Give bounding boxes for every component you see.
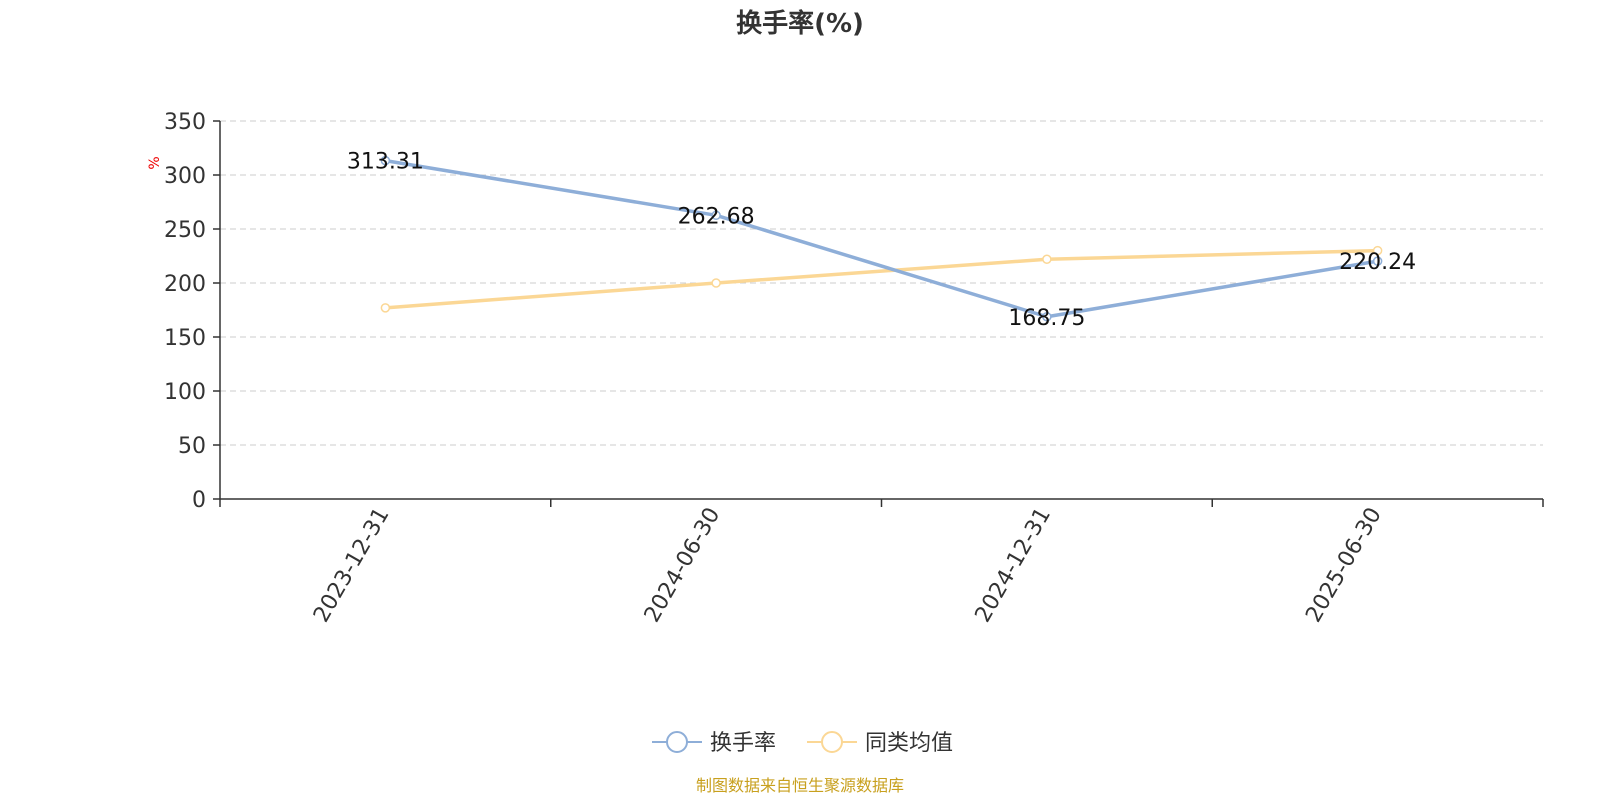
- x-tick-label: 2023-12-31: [309, 504, 395, 627]
- y-tick-label: 250: [164, 218, 206, 243]
- source-note: 制图数据来自恒生聚源数据库: [696, 776, 904, 795]
- data-point: [380, 155, 391, 166]
- y-axis-label: %: [147, 156, 163, 169]
- y-tick-label: 200: [164, 272, 206, 297]
- chart-title: 换手率(%): [736, 8, 864, 39]
- data-point: [380, 303, 391, 313]
- legend[interactable]: 换手率 同类均值: [652, 731, 953, 756]
- y-tick-label: 100: [164, 380, 206, 405]
- legend-marker: [666, 731, 688, 753]
- x-tick-label: 2024-06-30: [640, 504, 726, 627]
- data-label: 220.24: [1339, 250, 1416, 275]
- series-line-peer-average: [383, 248, 1380, 310]
- y-tick-label: 300: [164, 164, 206, 189]
- legend-marker: [821, 731, 843, 753]
- y-tick-label: 0: [192, 488, 206, 513]
- legend-item-turnover[interactable]: 换手率: [652, 731, 776, 756]
- data-point: [711, 210, 721, 221]
- data-point: [1372, 256, 1383, 266]
- data-label: 168.75: [1008, 306, 1085, 331]
- data-point: [1042, 254, 1052, 264]
- y-tick-label: 50: [178, 434, 206, 459]
- data-label: 262.68: [678, 204, 755, 229]
- series-line-turnover: [383, 158, 1380, 319]
- y-tick-label: 350: [164, 110, 206, 135]
- axes: 0 50 100 150 200 250 300 350 2023-12-31 2024-06-3…: [164, 110, 1544, 627]
- data-labels: 313.31 262.68 168.75 220.24: [347, 150, 1416, 331]
- series: [380, 155, 1383, 322]
- grid-lines: [220, 120, 1543, 446]
- data-point: [711, 278, 721, 288]
- y-tick-label: 150: [164, 326, 206, 351]
- x-tick-label: 2024-12-31: [970, 504, 1056, 627]
- data-point: [1042, 312, 1052, 322]
- legend-label: 同类均值: [865, 731, 953, 756]
- legend-label: 换手率: [710, 731, 776, 756]
- legend-item-peer-average[interactable]: 同类均值: [807, 731, 953, 756]
- data-point: [1372, 245, 1383, 256]
- x-tick-label: 2025-06-30: [1301, 504, 1387, 627]
- data-label: 313.31: [347, 150, 424, 175]
